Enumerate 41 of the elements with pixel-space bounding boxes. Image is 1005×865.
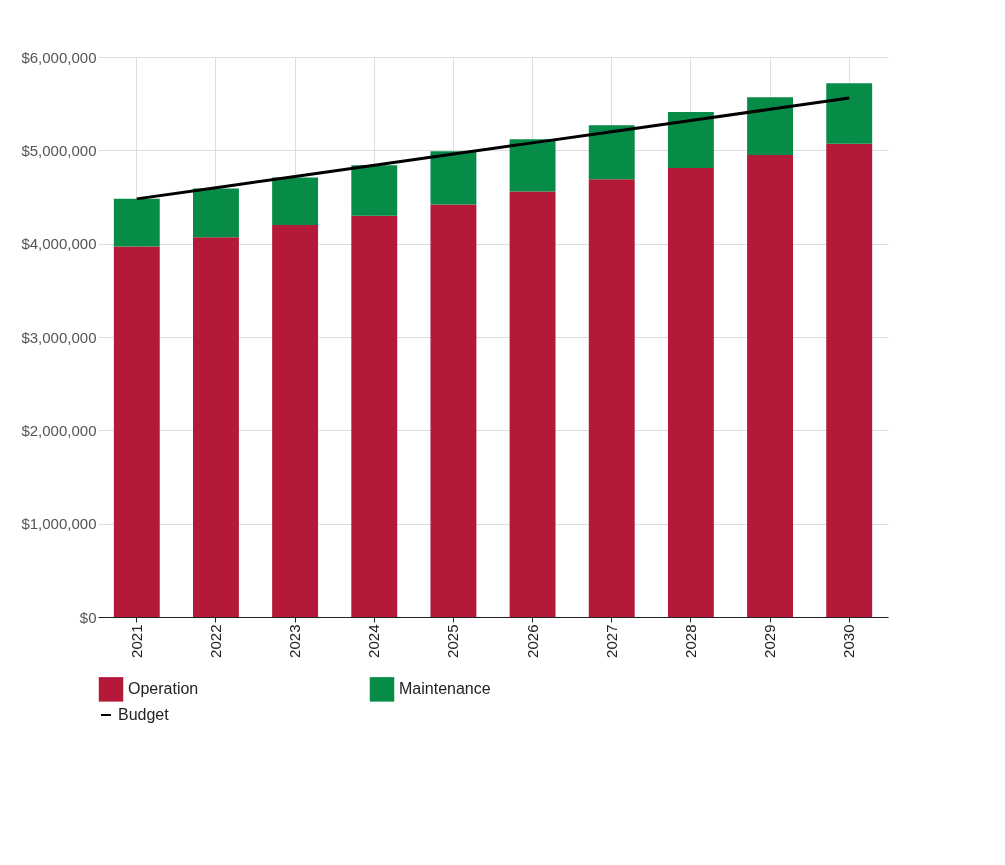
bar — [430, 151, 477, 205]
y-tick-label: $3,000,000 — [21, 328, 97, 346]
bar — [351, 215, 398, 617]
y-tick-label: $0 — [79, 608, 97, 626]
x-tick-label: 2029 — [761, 624, 779, 658]
bar — [509, 191, 556, 617]
bar — [192, 188, 239, 238]
y-tick-label: $2,000,000 — [21, 421, 97, 439]
x-tick-label: 2022 — [206, 624, 224, 658]
x-tick-label: 2021 — [127, 624, 145, 658]
y-tick-label: $6,000,000 — [21, 48, 97, 66]
bar — [509, 139, 556, 192]
bar — [588, 179, 635, 617]
bar — [430, 204, 477, 617]
x-tick-label: 2023 — [286, 624, 304, 658]
line-series — [135, 96, 851, 201]
bar — [192, 237, 239, 617]
bar — [826, 83, 873, 144]
bar — [747, 155, 794, 617]
x-tick-label: 2027 — [602, 624, 620, 658]
bar — [667, 168, 714, 617]
x-tick-label: 2024 — [365, 624, 383, 658]
bar — [826, 143, 873, 617]
bar — [667, 112, 714, 169]
bar — [351, 165, 398, 216]
y-tick-label: $1,000,000 — [21, 515, 97, 533]
x-tick-label: 2030 — [840, 624, 858, 658]
y-tick-label: $4,000,000 — [21, 235, 97, 253]
bar — [113, 246, 160, 617]
x-tick-label: 2028 — [681, 624, 699, 658]
legend-label: Operation — [128, 680, 199, 698]
legend-label: Budget — [118, 706, 170, 723]
bar — [272, 225, 319, 617]
legend-label: Maintenance — [399, 680, 491, 698]
x-tick-label: 2025 — [444, 624, 462, 658]
y-tick-label: $5,000,000 — [21, 141, 97, 159]
bar — [747, 97, 794, 155]
bar — [588, 125, 635, 180]
bar — [272, 177, 319, 225]
bar — [113, 198, 160, 247]
x-tick-label: 2026 — [523, 624, 541, 658]
